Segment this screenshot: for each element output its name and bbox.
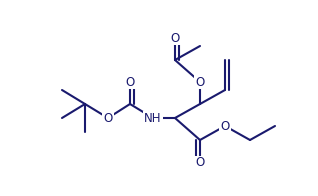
Text: O: O (125, 75, 135, 89)
Text: O: O (103, 112, 113, 124)
Text: NH: NH (144, 112, 162, 124)
Text: O: O (170, 32, 180, 44)
Text: O: O (220, 120, 230, 132)
Text: O: O (195, 75, 204, 89)
Text: O: O (195, 156, 204, 170)
